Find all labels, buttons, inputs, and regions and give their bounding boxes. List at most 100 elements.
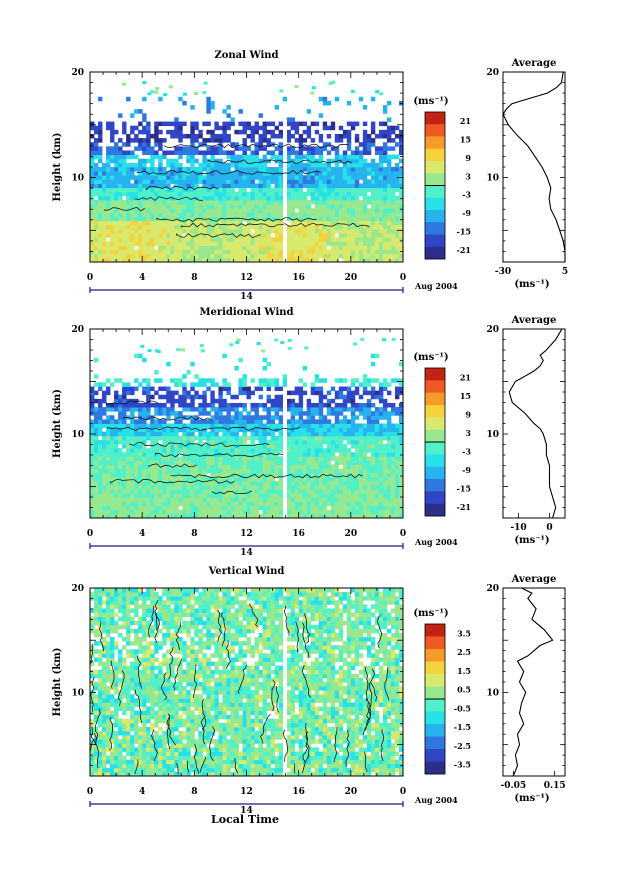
- heatmap-cell: [358, 501, 364, 507]
- heatmap-cell: [350, 237, 356, 242]
- heatmap-cell: [162, 481, 167, 486]
- heatmap-cell: [398, 245, 404, 251]
- heatmap-cell: [158, 121, 163, 127]
- heatmap-cell: [166, 415, 171, 420]
- heatmap-cell: [390, 452, 396, 457]
- heatmap-cell: [342, 435, 348, 441]
- heatmap-cell: [358, 237, 364, 242]
- heatmap-cell: [354, 212, 360, 217]
- heatmap-cell: [354, 249, 360, 255]
- heatmap-cell: [382, 435, 388, 441]
- heatmap-cell: [382, 191, 388, 197]
- heatmap-cell: [214, 204, 219, 209]
- colorbar-swatch: [425, 222, 445, 235]
- heatmap-cell: [126, 390, 131, 396]
- heatmap-cell: [174, 228, 179, 234]
- heatmap-cell: [218, 444, 223, 449]
- heatmap-cell: [194, 220, 199, 226]
- heatmap-cell: [266, 150, 271, 156]
- heatmap-cell: [258, 191, 263, 197]
- heatmap-cell: [142, 220, 147, 226]
- heatmap-cell: [134, 146, 139, 151]
- heatmap-cell: [266, 171, 271, 176]
- heatmap-cell: [266, 167, 271, 172]
- heatmap-cell: [90, 472, 95, 478]
- heatmap-cell: [258, 228, 263, 234]
- heatmap-cell: [306, 456, 312, 461]
- heatmap-cell: [322, 456, 328, 461]
- heatmap-cell: [314, 464, 320, 470]
- heatmap-cell: [190, 444, 195, 449]
- heatmap-cell: [190, 179, 195, 184]
- heatmap-cell: [238, 357, 243, 363]
- heatmap-cell: [222, 460, 227, 465]
- heatmap-cell: [294, 179, 300, 184]
- heatmap-cell: [106, 378, 111, 383]
- heatmap-cell: [342, 195, 348, 201]
- heatmap-cell: [374, 220, 380, 226]
- heatmap-cell: [166, 386, 171, 392]
- heatmap-cell: [298, 121, 304, 127]
- heatmap-cell: [170, 485, 175, 490]
- heatmap-cell: [222, 200, 227, 205]
- heatmap-cell: [226, 208, 231, 213]
- heatmap-cell: [118, 394, 123, 400]
- heatmap-cell: [150, 456, 155, 461]
- heatmap-cell: [366, 220, 372, 226]
- heatmap-cell: [350, 505, 356, 511]
- heatmap-cell: [182, 220, 187, 226]
- heatmap-cell: [114, 179, 119, 184]
- heatmap-cell: [394, 200, 400, 205]
- heatmap-cell: [330, 245, 336, 251]
- heatmap-cell: [206, 448, 211, 453]
- heatmap-cell: [346, 489, 352, 494]
- heatmap-cell: [218, 233, 223, 238]
- heatmap-cell: [390, 444, 396, 449]
- heatmap-cell: [246, 481, 251, 486]
- heatmap-cell: [274, 125, 279, 131]
- heatmap-cell: [230, 187, 235, 193]
- heatmap-cell: [326, 407, 332, 412]
- heatmap-cell: [246, 200, 251, 205]
- heatmap-cell: [382, 257, 388, 263]
- heatmap-cell: [154, 187, 159, 193]
- heatmap-cell: [114, 224, 119, 230]
- y-tick-label: 20: [71, 68, 84, 78]
- heatmap-cell: [286, 138, 292, 143]
- heatmap-cell: [146, 167, 151, 172]
- heatmap-cell: [262, 472, 267, 478]
- heatmap-cell: [330, 505, 336, 511]
- heatmap-cell: [306, 435, 312, 441]
- heatmap-cell: [370, 481, 376, 486]
- heatmap-cell: [234, 427, 239, 433]
- heatmap-cell: [374, 493, 380, 498]
- heatmap-cell: [146, 237, 151, 242]
- heatmap-cell: [118, 452, 123, 457]
- heatmap-cell: [262, 357, 267, 363]
- heatmap-cell: [238, 175, 243, 180]
- heatmap-cell: [290, 472, 296, 478]
- heatmap-cell: [350, 452, 356, 457]
- heatmap-cell: [182, 249, 187, 255]
- heatmap-cell: [358, 407, 364, 412]
- heatmap-cell: [310, 233, 316, 238]
- heatmap-cell: [246, 179, 251, 184]
- heatmap-cell: [278, 129, 284, 135]
- heatmap-cell: [338, 212, 344, 217]
- heatmap-cell: [90, 183, 95, 189]
- heatmap-cell: [114, 378, 119, 383]
- heatmap-cell: [298, 444, 304, 449]
- heatmap-cell: [342, 191, 348, 197]
- heatmap-cell: [318, 460, 324, 465]
- heatmap-cell: [314, 427, 320, 433]
- heatmap-cell: [274, 382, 279, 387]
- heatmap-cell: [206, 175, 211, 180]
- heatmap-cell: [198, 150, 203, 156]
- heatmap-cell: [110, 485, 115, 490]
- heatmap-cell: [254, 489, 259, 494]
- heatmap-cell: [378, 175, 384, 180]
- heatmap-cell: [386, 382, 392, 387]
- heatmap-cell: [338, 191, 344, 197]
- heatmap-cell: [350, 249, 356, 255]
- heatmap-cell: [382, 476, 388, 482]
